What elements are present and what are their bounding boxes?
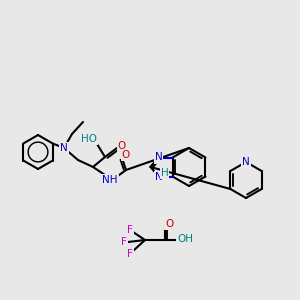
Text: O: O bbox=[118, 141, 126, 151]
Text: O: O bbox=[165, 219, 173, 229]
Text: N: N bbox=[242, 157, 250, 167]
Text: OH: OH bbox=[177, 234, 193, 244]
Text: HO: HO bbox=[81, 134, 97, 144]
Text: N: N bbox=[155, 172, 162, 182]
Text: H: H bbox=[161, 167, 168, 178]
Text: NH: NH bbox=[102, 175, 118, 185]
Text: O: O bbox=[122, 150, 130, 160]
Text: N: N bbox=[60, 143, 68, 153]
Text: F: F bbox=[127, 225, 133, 235]
Text: F: F bbox=[121, 237, 127, 247]
Text: N: N bbox=[155, 152, 162, 163]
Text: F: F bbox=[127, 249, 133, 259]
